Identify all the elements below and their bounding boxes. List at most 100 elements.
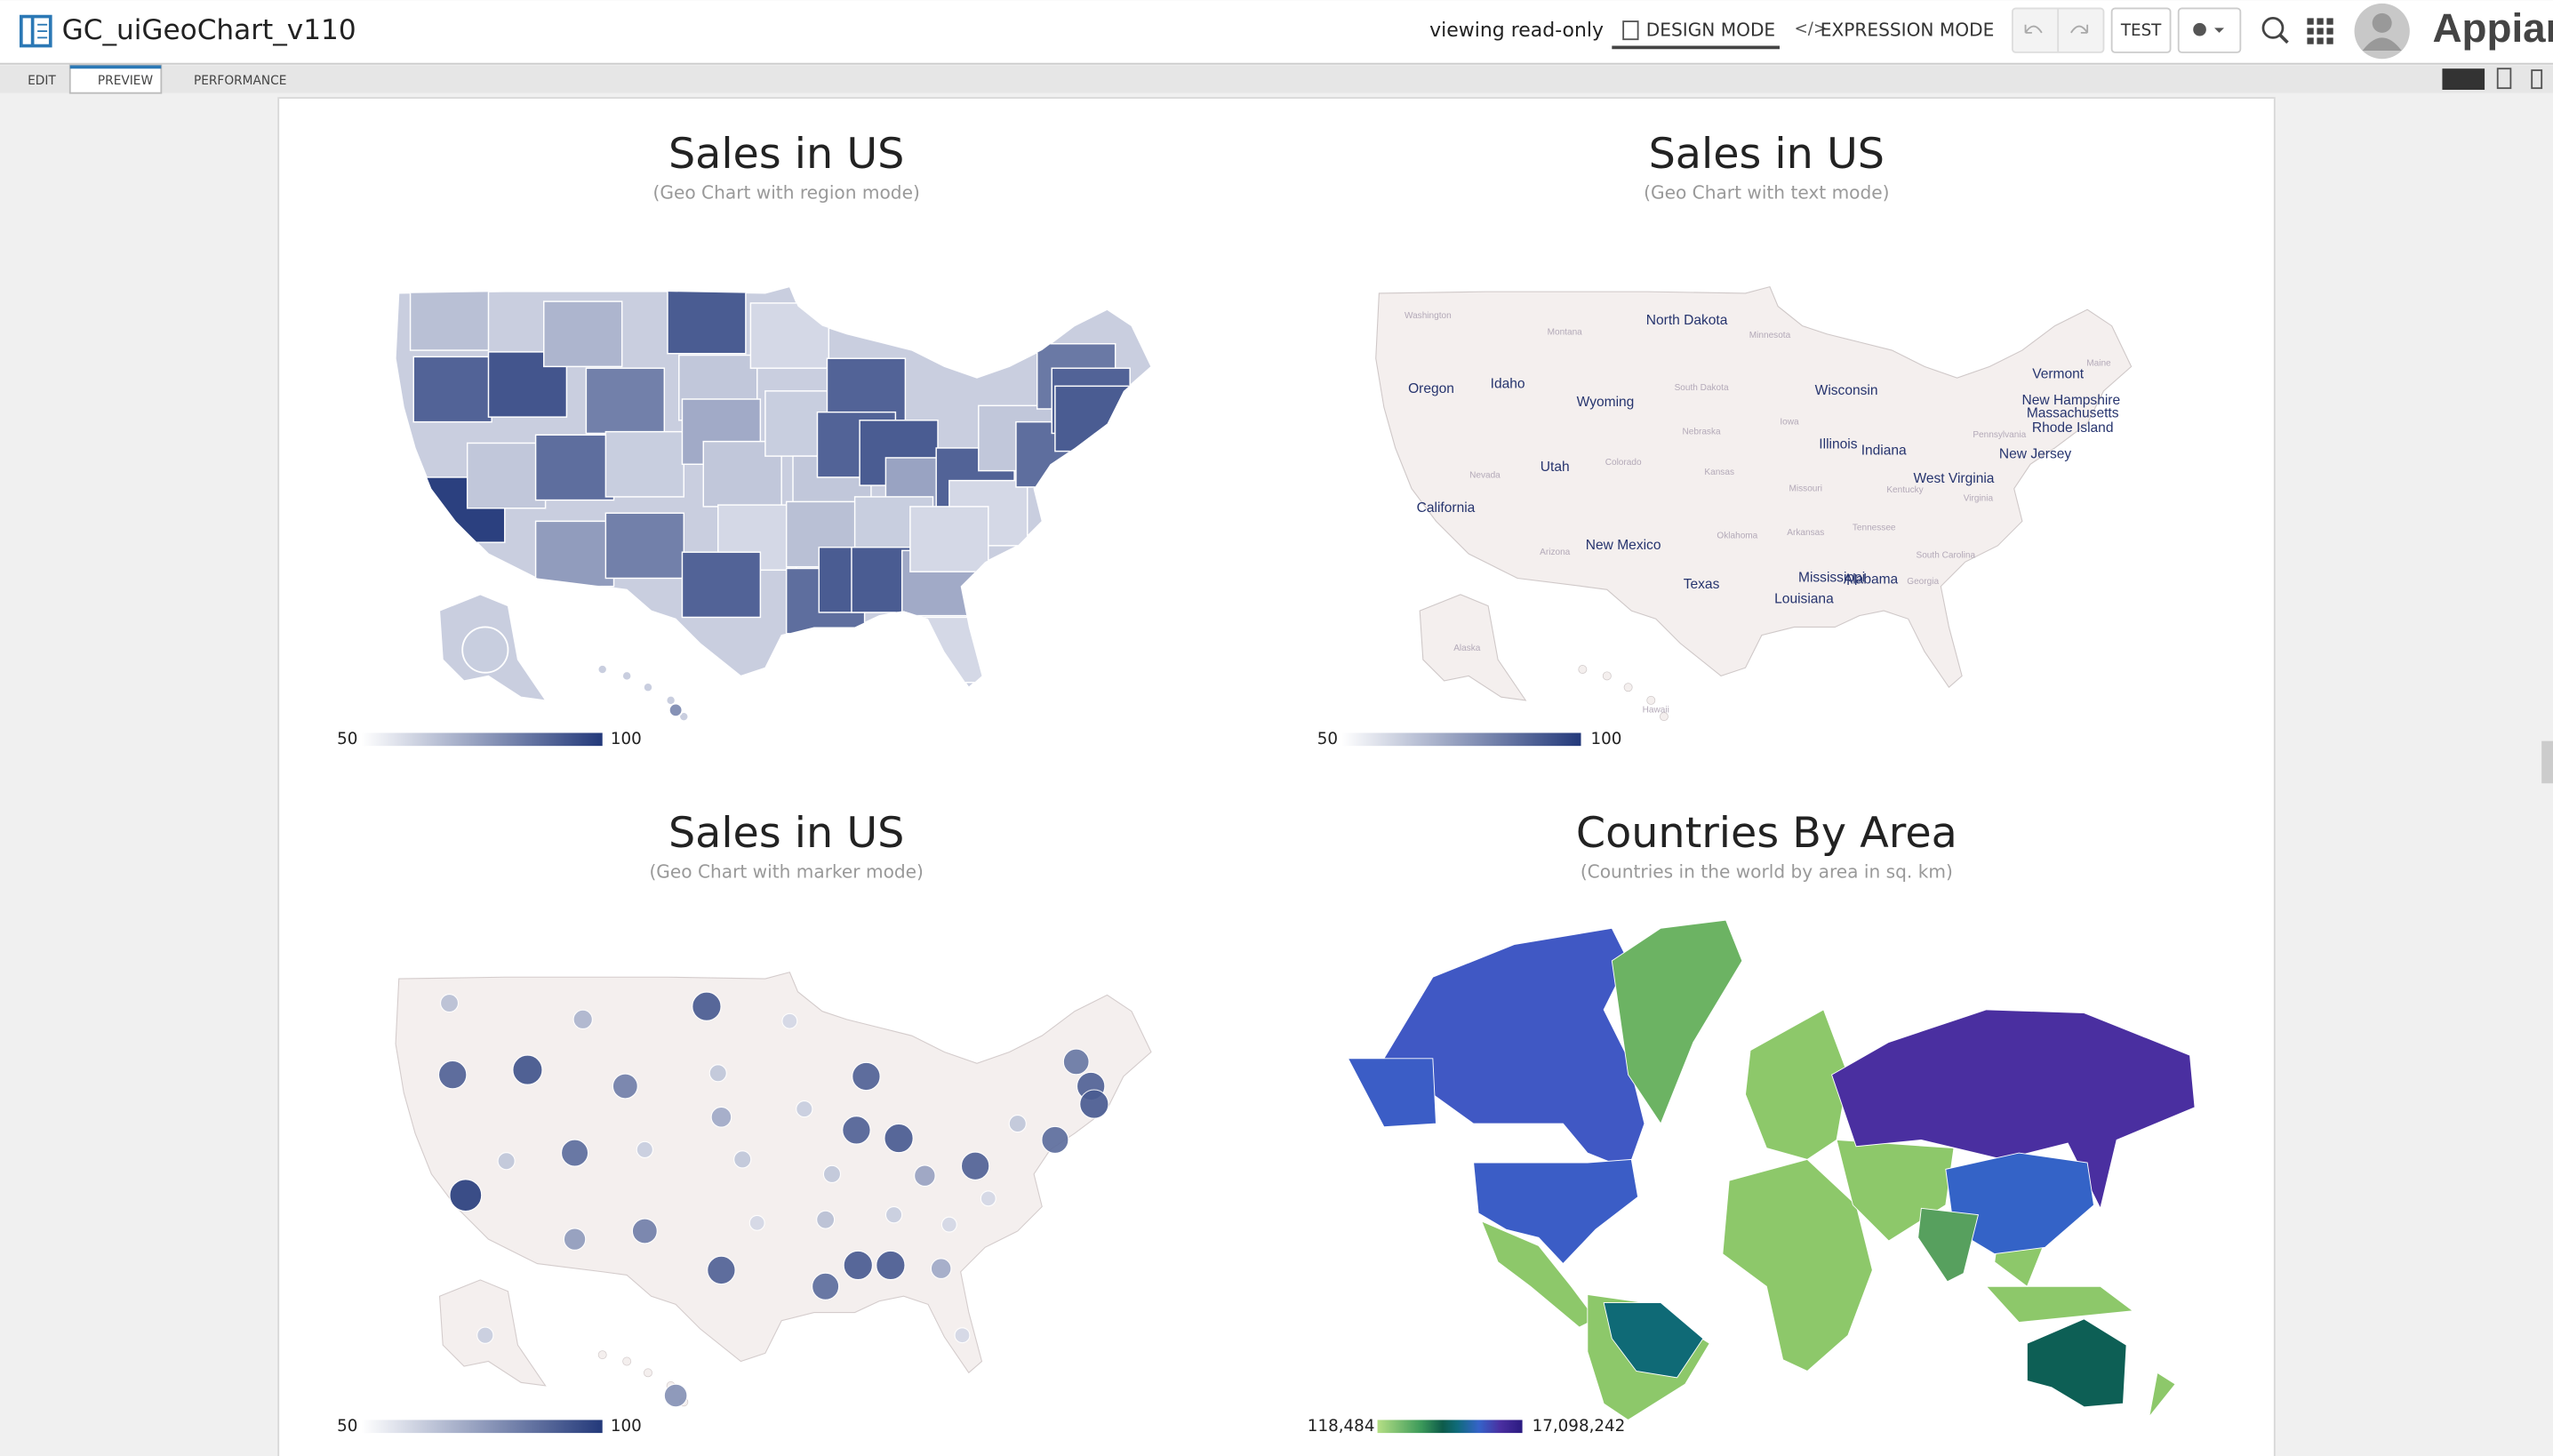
map-island <box>597 665 607 675</box>
side-handle[interactable] <box>2541 740 2553 784</box>
marker <box>563 1228 587 1251</box>
state-label: Louisiana <box>1774 591 1834 606</box>
state-label: Nebraska <box>1683 427 1721 436</box>
tab[interactable]: PERFORMANCE <box>194 74 286 88</box>
settings-button[interactable] <box>2177 7 2242 53</box>
state-region <box>412 356 492 423</box>
marker <box>748 1214 765 1231</box>
apps-icon[interactable] <box>2307 18 2333 44</box>
logo: Appian <box>2432 5 2553 51</box>
state-label: Oregon <box>1408 381 1454 396</box>
state-label: West Virginia <box>1913 471 1994 486</box>
country <box>1917 1207 1980 1283</box>
country <box>1603 1302 1704 1379</box>
marker <box>449 1179 483 1212</box>
marker <box>707 1255 736 1285</box>
state-region <box>466 442 547 509</box>
tab[interactable]: PREVIEW <box>98 74 154 88</box>
marker <box>1008 1115 1027 1133</box>
state-label: Wyoming <box>1577 395 1635 410</box>
marker <box>572 1009 593 1030</box>
caret <box>2214 28 2225 33</box>
marker <box>876 1250 906 1281</box>
status: viewing read-only <box>1429 20 1604 42</box>
country <box>2149 1372 2176 1418</box>
test-button[interactable] <box>2110 7 2172 53</box>
device-toggle[interactable] <box>2442 68 2485 90</box>
legend-min: 50 <box>1317 730 1338 748</box>
state-label: Colorado <box>1605 458 1642 468</box>
gear-icon <box>2193 22 2206 36</box>
legend-bar <box>361 1420 603 1434</box>
marker <box>497 1152 516 1171</box>
map-island <box>597 1350 607 1360</box>
search-handle <box>2277 33 2289 44</box>
state-label: Washington <box>1405 311 1452 321</box>
state-label: Utah <box>1541 460 1570 475</box>
state-label: Kansas <box>1704 468 1734 477</box>
state-label: Kentucky <box>1886 485 1924 495</box>
state-label: Arkansas <box>1787 528 1824 538</box>
state-label: Tennessee <box>1853 523 1896 532</box>
mode-tab[interactable]: EXPRESSION MODE <box>1821 20 1995 41</box>
tab-bar <box>0 65 2553 93</box>
state-label: Minnesota <box>1749 331 1791 340</box>
map-land <box>1419 594 1527 701</box>
marker <box>612 1073 638 1100</box>
chart-title: Countries By Area <box>1576 809 1957 858</box>
marker <box>822 1164 842 1183</box>
state-label: Arizona <box>1540 548 1571 557</box>
state-region <box>681 551 762 619</box>
legend-max: 100 <box>611 1417 642 1436</box>
map-island <box>666 695 676 705</box>
marker <box>852 1061 881 1092</box>
legend-bar <box>361 732 603 747</box>
marker <box>980 1190 996 1207</box>
state-label: Virginia <box>1964 493 1994 503</box>
marker <box>440 994 460 1013</box>
undo-icon[interactable] <box>2024 24 2043 34</box>
marker <box>843 1250 873 1281</box>
state-label: Rhode Island <box>2032 420 2114 436</box>
phone-icon[interactable] <box>2531 69 2543 90</box>
marker <box>636 1140 653 1159</box>
charts: Sales in US (Geo Chart with region mode) 5… <box>337 130 2196 1436</box>
map-island <box>644 1368 652 1378</box>
map-land <box>1375 285 2133 689</box>
state-label: New Mexico <box>1586 538 1661 553</box>
country <box>1985 1285 2134 1324</box>
redo-icon[interactable] <box>2070 24 2089 34</box>
map-island <box>622 671 632 681</box>
state-label: North Dakota <box>1646 313 1728 328</box>
marker <box>940 1216 957 1233</box>
country <box>1722 1158 1873 1372</box>
map-land <box>395 972 1152 1374</box>
legend-min: 118,484 <box>1308 1417 1375 1436</box>
marker <box>816 1210 836 1229</box>
state-label: New Jersey <box>1999 446 2071 461</box>
state-region <box>604 512 685 580</box>
marker <box>796 1100 813 1118</box>
marker <box>631 1218 658 1244</box>
state-label: Massachusetts <box>2027 406 2119 421</box>
chart-title: Sales in US <box>668 809 904 858</box>
country <box>1611 919 1743 1125</box>
tablet-icon[interactable] <box>2496 68 2512 90</box>
state-label: Mississippi <box>1798 571 1865 586</box>
search-icon[interactable] <box>2261 17 2285 39</box>
state-region <box>604 430 685 498</box>
tab[interactable]: EDIT <box>28 74 56 88</box>
state-region <box>534 520 615 588</box>
state-label: Indiana <box>1861 444 1907 459</box>
mode-tab[interactable]: DESIGN MODE <box>1646 20 1775 41</box>
legend-bar <box>1377 1420 1523 1434</box>
state-region <box>409 286 490 351</box>
marker <box>960 1151 990 1180</box>
marker <box>884 1206 903 1224</box>
marker <box>692 991 722 1021</box>
chart-subtitle: (Countries in the world by area in sq. k… <box>1581 861 1953 883</box>
marker <box>437 1060 468 1090</box>
design-icon <box>1622 20 1639 41</box>
legend-bar <box>1341 732 1581 747</box>
state-region <box>668 702 684 718</box>
